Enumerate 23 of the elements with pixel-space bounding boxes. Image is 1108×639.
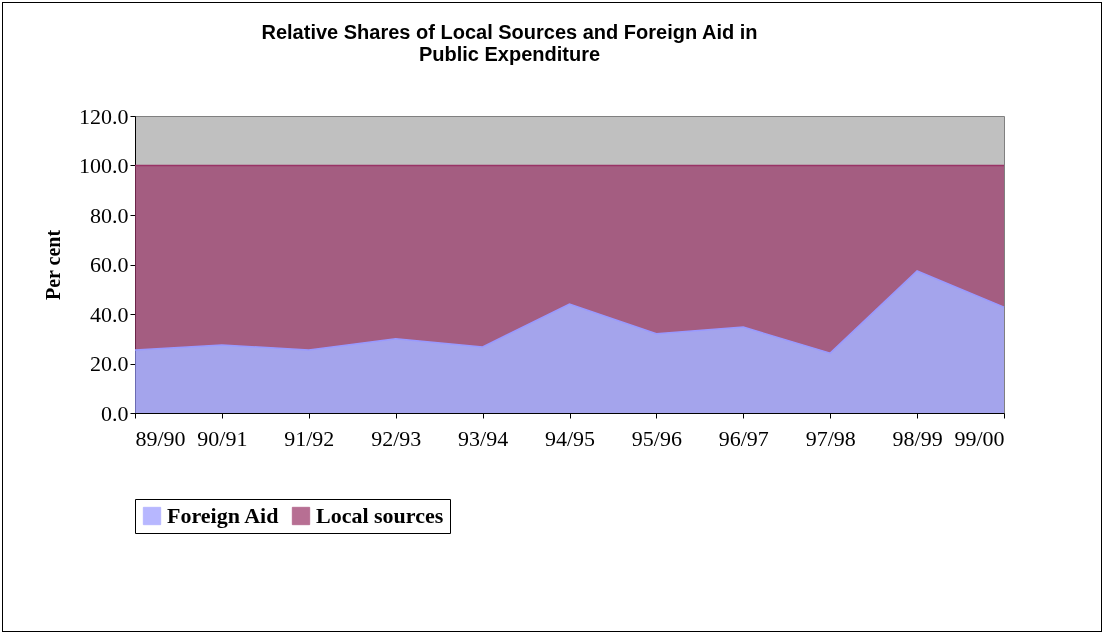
y-tick-label: 80.0 xyxy=(90,202,129,228)
x-tick-label: 92/93 xyxy=(371,425,422,451)
y-tick-label: 20.0 xyxy=(90,351,129,376)
y-tick-label: 120.0 xyxy=(79,103,129,129)
x-tick-label: 97/98 xyxy=(805,425,856,451)
y-tick-label: 40.0 xyxy=(90,301,129,327)
text: Relative Shares of Local Sources and Foreign Aid in xyxy=(261,21,758,43)
y-tick-label: 60.0 xyxy=(90,252,129,277)
text: Public Expenditure xyxy=(418,43,601,65)
legend-label: Foreign Aid xyxy=(167,503,279,528)
y-axis-title: Per cent xyxy=(42,229,64,301)
x-tick-label: 99/00 xyxy=(954,425,1005,451)
x-tick-label: 93/94 xyxy=(458,425,509,451)
x-tick-label: 98/99 xyxy=(892,425,943,451)
x-tick-label: 96/97 xyxy=(718,425,769,451)
y-tick-label: 100.0 xyxy=(79,153,129,178)
x-tick-label: 94/95 xyxy=(544,425,596,451)
x-tick-label: 91/92 xyxy=(284,425,335,451)
x-tick-label: 89/90 xyxy=(135,425,186,451)
legend-label: Local sources xyxy=(316,503,444,528)
y-tick-label: 0.0 xyxy=(101,400,129,426)
x-tick-label: 90/91 xyxy=(197,425,248,451)
x-tick-label: 95/96 xyxy=(631,425,682,451)
